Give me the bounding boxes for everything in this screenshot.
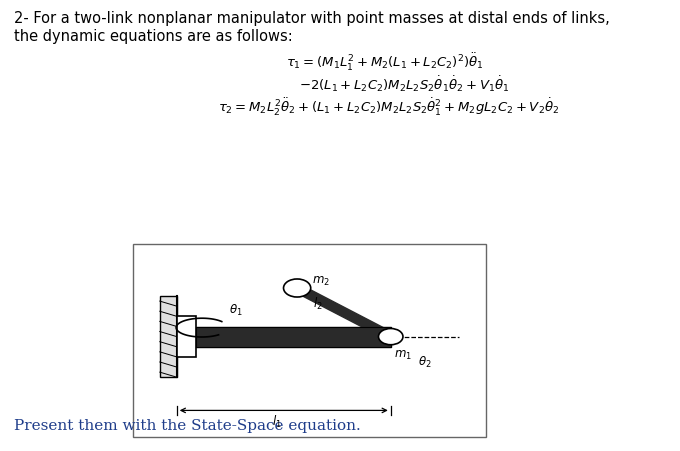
Text: $- 2(L_1 + L_2C_2)M_2L_2S_2\dot{\theta}_1\dot{\theta}_2 + V_1\dot{\theta}_1$: $- 2(L_1 + L_2C_2)M_2L_2S_2\dot{\theta}_… (299, 74, 510, 94)
Text: Present them with the State-Space equation.: Present them with the State-Space equati… (14, 419, 360, 433)
Text: $l_1$: $l_1$ (272, 414, 282, 430)
Text: $\theta_1$: $\theta_1$ (229, 303, 243, 318)
Text: 2- For a two-link nonplanar manipulator with point masses at distal ends of link: 2- For a two-link nonplanar manipulator … (14, 11, 609, 26)
Circle shape (284, 279, 311, 297)
Text: $m_2$: $m_2$ (312, 276, 330, 289)
Text: $m_1$: $m_1$ (394, 349, 412, 362)
Polygon shape (290, 286, 397, 338)
Bar (177, 316, 196, 357)
Bar (160, 296, 177, 377)
Text: $l_2$: $l_2$ (313, 296, 323, 312)
Text: $\theta_2$: $\theta_2$ (418, 355, 432, 370)
Text: $\tau_2 = M_2L_2^2\ddot{\theta}_2 + (L_1 + L_2C_2)M_2L_2S_2\dot{\theta}_1^2 + M_: $\tau_2 = M_2L_2^2\ddot{\theta}_2 + (L_1… (218, 97, 559, 118)
Circle shape (379, 328, 403, 345)
Bar (133, 244, 486, 437)
Text: the dynamic equations are as follows:: the dynamic equations are as follows: (14, 29, 292, 44)
Text: $\tau_1 = (M_1L_1^2 + M_2(L_1 + L_2C_2)^2)\ddot{\theta}_1$: $\tau_1 = (M_1L_1^2 + M_2(L_1 + L_2C_2)^… (286, 52, 483, 73)
Polygon shape (196, 327, 391, 346)
